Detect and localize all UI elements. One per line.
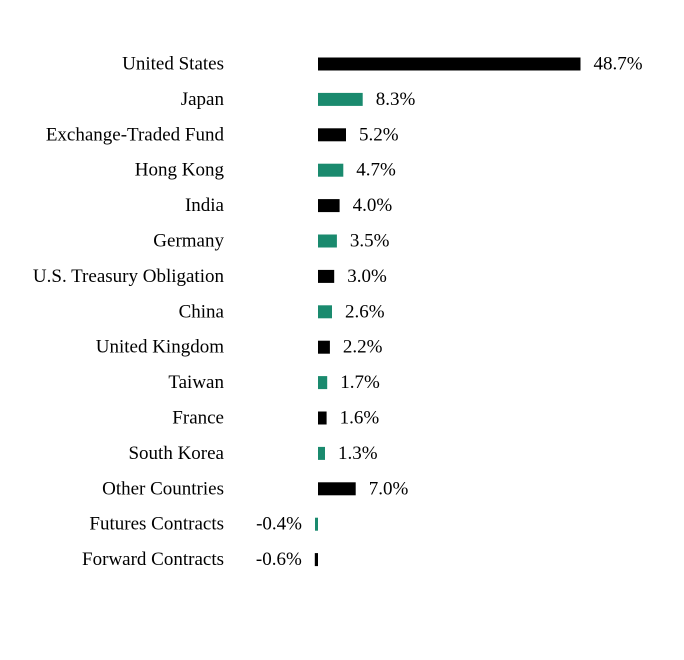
bar-u-s-treasury-obligation: [318, 269, 335, 283]
value-label-futures-contracts: -0.4%: [256, 514, 302, 535]
category-label-u-s-treasury-obligation: U.S. Treasury Obligation: [33, 266, 225, 287]
value-label-south-korea: 1.3%: [338, 443, 378, 464]
category-label-exchange-traded-fund: Exchange-Traded Fund: [46, 124, 225, 145]
value-label-japan: 8.3%: [376, 89, 416, 110]
value-label-united-kingdom: 2.2%: [343, 337, 383, 358]
category-label-india: India: [185, 195, 225, 216]
bar-taiwan: [318, 376, 328, 390]
category-labels: United States Japan Exchange-Traded Fund Ho…: [33, 54, 225, 571]
value-label-china: 2.6%: [345, 301, 385, 322]
category-label-united-states: United States: [122, 54, 224, 75]
category-label-united-kingdom: United Kingdom: [96, 337, 224, 358]
bar-united-kingdom: [318, 340, 330, 354]
value-label-germany: 3.5%: [350, 231, 390, 252]
bar-south-korea: [318, 446, 325, 460]
value-label-exchange-traded-fund: 5.2%: [359, 124, 399, 145]
bar-forward-contracts: [314, 553, 318, 567]
bar-futures-contracts: [315, 517, 318, 531]
category-label-germany: Germany: [153, 231, 224, 252]
bar-japan: [318, 92, 363, 106]
value-label-france: 1.6%: [340, 408, 380, 429]
bars: [314, 57, 581, 567]
bar-exchange-traded-fund: [318, 128, 346, 142]
category-label-other-countries: Other Countries: [102, 478, 224, 499]
category-label-taiwan: Taiwan: [168, 372, 224, 393]
value-label-taiwan: 1.7%: [340, 372, 380, 393]
value-label-united-states: 48.7%: [594, 54, 643, 75]
value-label-u-s-treasury-obligation: 3.0%: [347, 266, 387, 287]
category-label-china: China: [179, 301, 225, 322]
category-label-france: France: [172, 408, 224, 429]
bar-other-countries: [318, 482, 356, 496]
value-label-india: 4.0%: [353, 195, 393, 216]
bar-france: [318, 411, 327, 425]
category-label-forward-contracts: Forward Contracts: [82, 549, 224, 570]
value-label-forward-contracts: -0.6%: [256, 549, 302, 570]
bar-india: [318, 199, 340, 213]
value-labels: 48.7% 8.3% 5.2% 4.7% 4.0% 3.5% 3.0% 2.6% 2.2% 1.7…: [256, 54, 643, 571]
value-label-other-countries: 7.0%: [369, 478, 409, 499]
value-label-hong-kong: 4.7%: [356, 160, 396, 181]
category-label-futures-contracts: Futures Contracts: [89, 514, 224, 535]
bar-china: [318, 305, 332, 319]
bar-hong-kong: [318, 163, 344, 177]
bar-united-states: [318, 57, 581, 71]
category-label-south-korea: South Korea: [128, 443, 224, 464]
category-label-japan: Japan: [181, 89, 225, 110]
category-label-hong-kong: Hong Kong: [135, 160, 225, 181]
bar-germany: [318, 234, 337, 248]
